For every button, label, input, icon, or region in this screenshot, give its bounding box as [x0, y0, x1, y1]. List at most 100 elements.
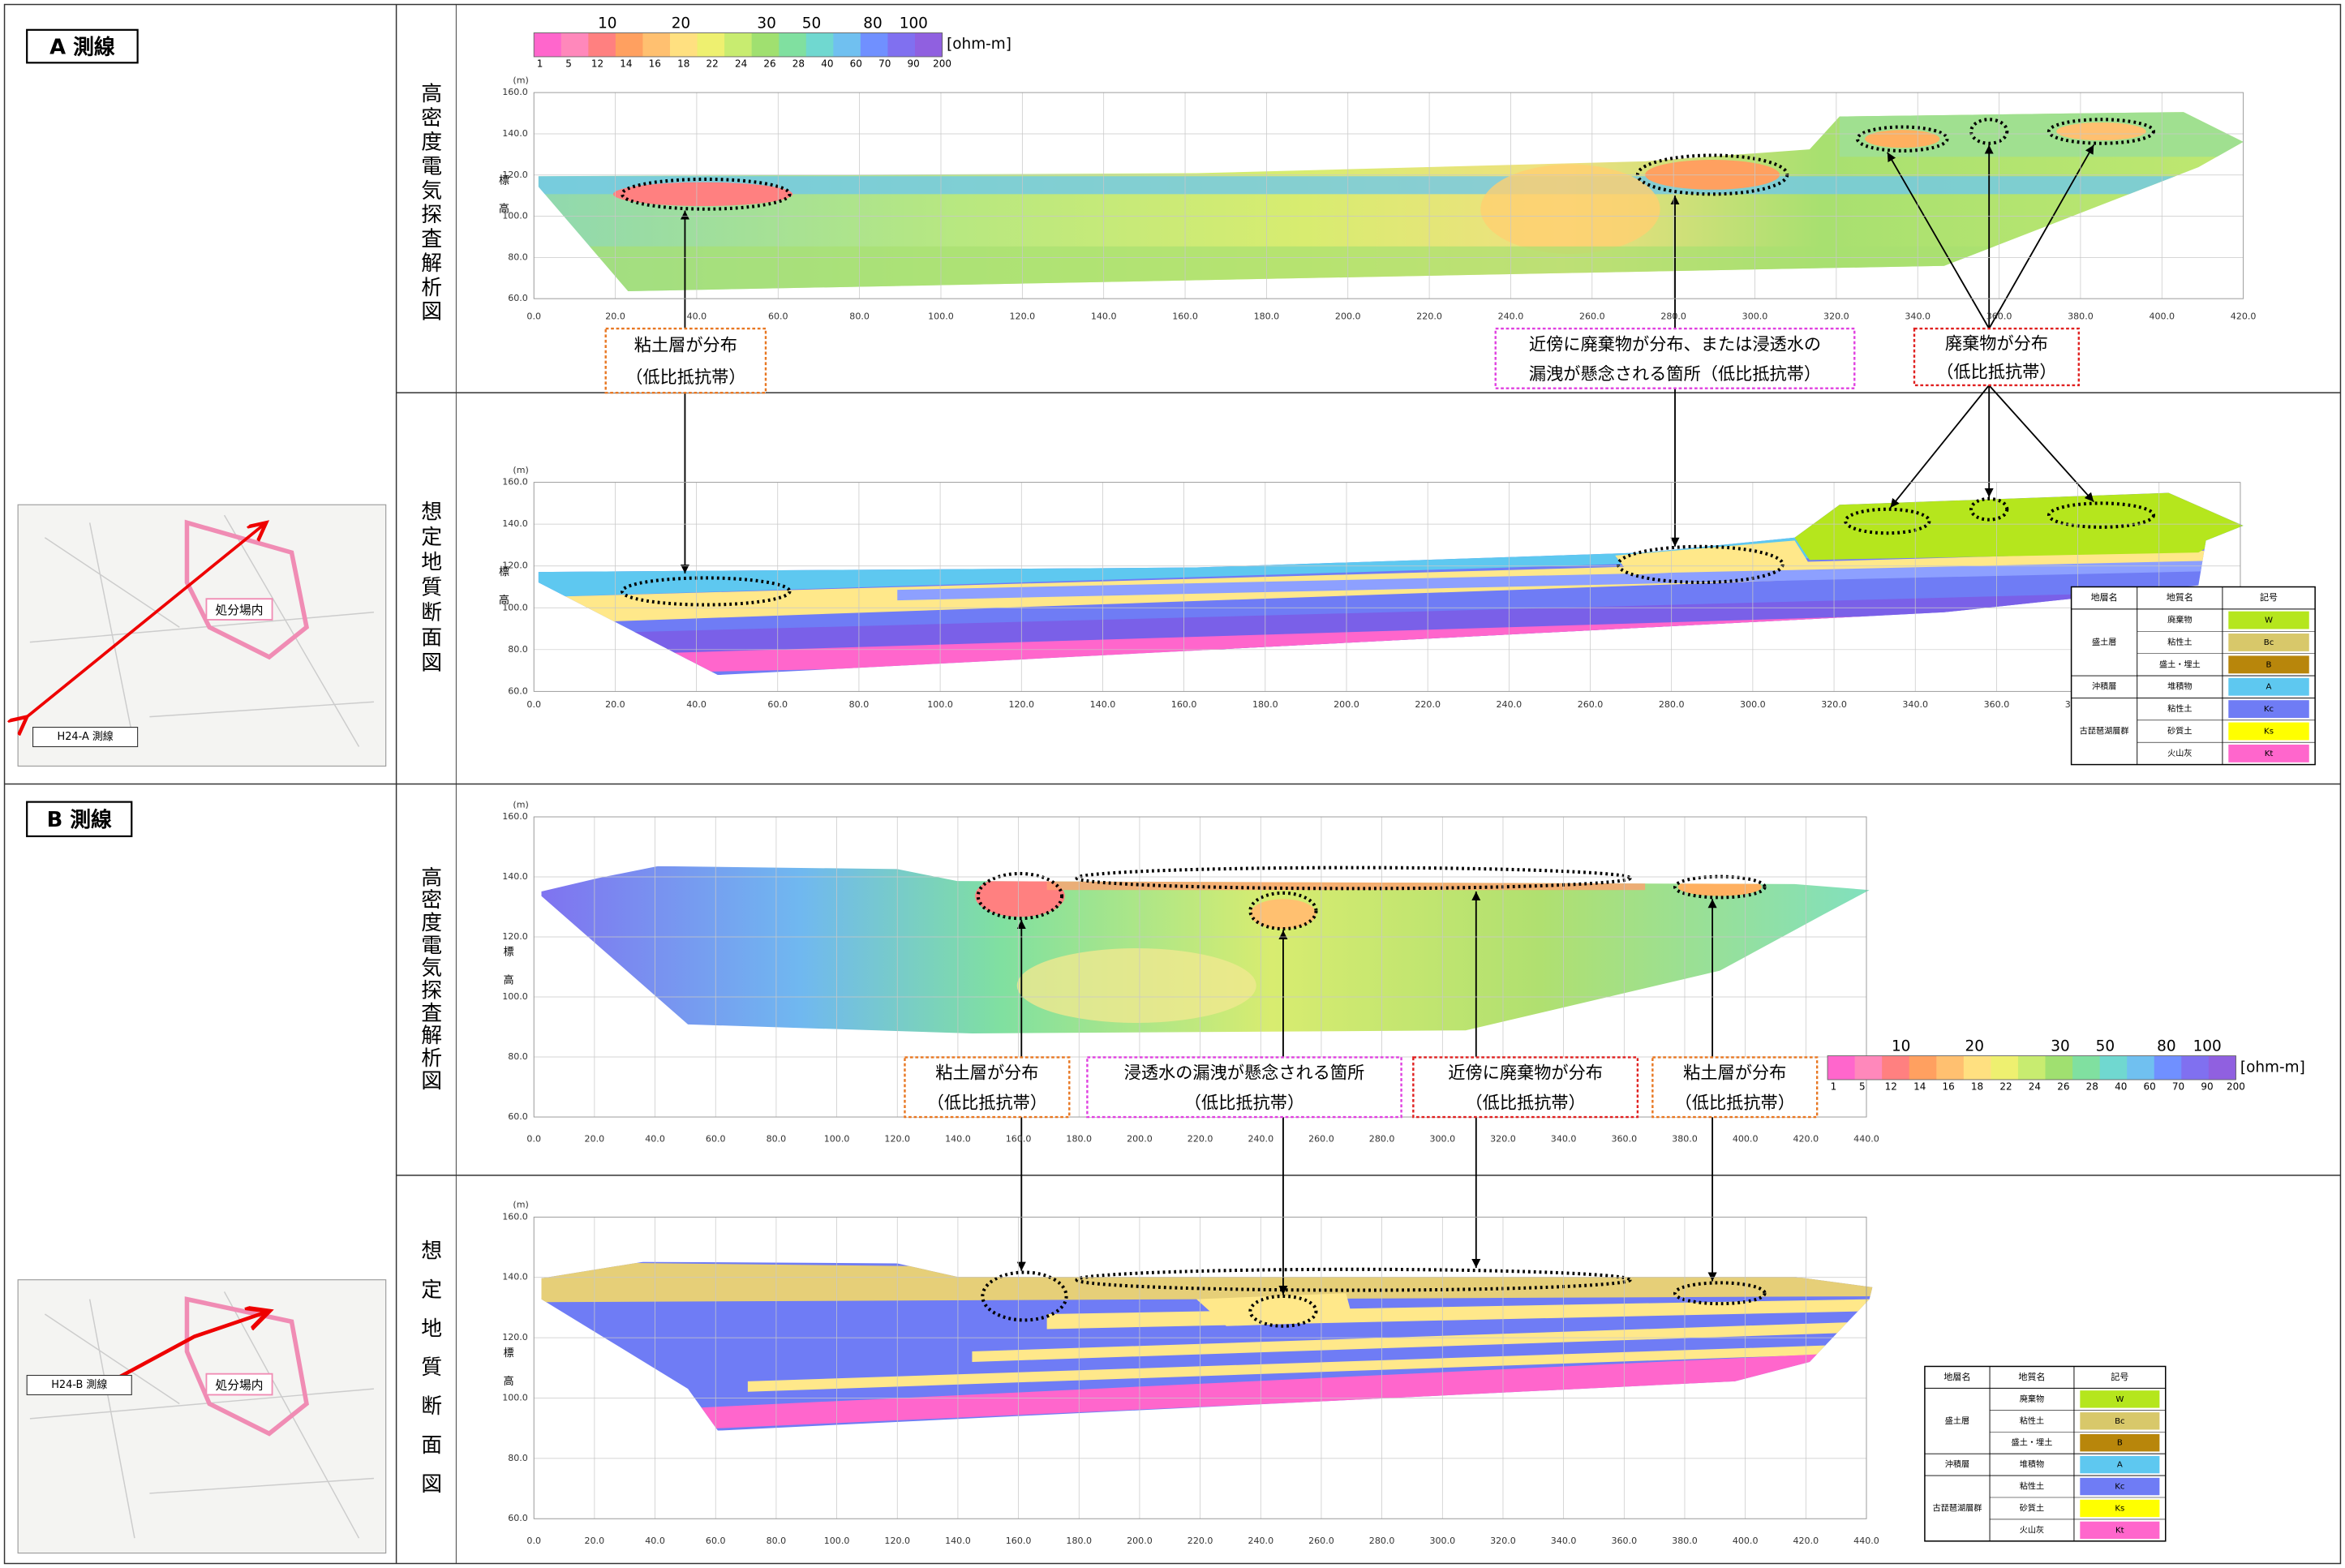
x-tick-label: 120.0	[884, 1134, 910, 1145]
colorbar-segment	[2045, 1055, 2073, 1080]
x-tick-label: 140.0	[1090, 699, 1116, 710]
x-tick-label: 60.0	[706, 1536, 726, 1546]
legend-swatch	[2080, 1390, 2160, 1408]
annotation-text: （低比抵抗帯）	[1184, 1092, 1304, 1112]
map-line-label: H24-A 測線	[58, 730, 114, 743]
legend-swatch	[2228, 677, 2309, 696]
colorbar-bottom-label: 28	[792, 58, 805, 70]
colorbar-bottom-label: 22	[1999, 1081, 2012, 1093]
colorbar-segment	[588, 32, 616, 57]
colorbar-bottom-label: 5	[565, 58, 572, 70]
legend-code: B	[2117, 1439, 2123, 1448]
x-tick-label: 20.0	[585, 1536, 605, 1546]
annotation-box	[1412, 1056, 1639, 1119]
x-tick-label: 0.0	[526, 311, 541, 321]
annotation-box	[904, 1056, 1071, 1119]
colorbar-segment	[560, 32, 589, 57]
x-tick-label: 180.0	[1254, 311, 1280, 321]
colorbar-top-label: 100	[900, 15, 928, 32]
colorbar-segment	[2127, 1055, 2155, 1080]
legend-code: Kc	[2264, 705, 2274, 714]
colorbar-segment	[1854, 1055, 1883, 1080]
legend-name: 粘性土	[2020, 1415, 2044, 1426]
colorbar-top-label: 100	[2193, 1038, 2222, 1055]
colorbar-top-label: 20	[1965, 1038, 1984, 1055]
x-tick-label: 380.0	[1672, 1134, 1698, 1145]
x-tick-label: 420.0	[2231, 311, 2257, 321]
x-tick-label: 360.0	[1986, 311, 2012, 321]
x-tick-label: 320.0	[1490, 1134, 1516, 1145]
legend-header: 地層名	[1943, 1371, 1970, 1382]
x-tick-label: 260.0	[1579, 311, 1605, 321]
y-tick-label: 120.0	[502, 170, 528, 180]
annotation-text: 漏洩が懸念される箇所（低比抵抗帯）	[1529, 363, 1821, 384]
legend-code: Kc	[2115, 1483, 2124, 1492]
x-tick-label: 380.0	[1672, 1536, 1698, 1546]
colorbar-segment	[833, 32, 861, 57]
x-tick-label: 340.0	[1551, 1536, 1577, 1546]
x-tick-label: 200.0	[1127, 1536, 1153, 1546]
annotation-text: （低比抵抗帯）	[1465, 1092, 1585, 1112]
y-tick-label: 120.0	[502, 1332, 528, 1342]
y-axis-label: 標高	[496, 566, 509, 623]
legend-code: A	[2266, 683, 2272, 692]
annotation-text: （低比抵抗帯）	[1675, 1092, 1795, 1112]
y-tick-label: 160.0	[502, 811, 528, 822]
y-tick-label: 80.0	[508, 644, 528, 655]
geology-section	[538, 492, 2244, 676]
x-tick-label: 300.0	[1740, 699, 1766, 710]
x-tick-label: 280.0	[1369, 1536, 1395, 1546]
legend-name: 廃棄物	[2167, 615, 2192, 625]
annotation-text: 近傍に廃棄物が分布、または浸透水の	[1529, 333, 1821, 354]
legend-group: 盛土層	[2092, 637, 2116, 647]
legend-name: 砂質土	[2020, 1502, 2044, 1513]
colorbar-top-label: 80	[2157, 1038, 2175, 1055]
plot-frame	[533, 92, 2244, 299]
colorbar-segment	[805, 32, 834, 57]
legend-swatch	[2080, 1521, 2160, 1540]
section-label-box	[26, 28, 139, 64]
legend-code: Ks	[2115, 1504, 2124, 1513]
colorbar-segment	[670, 32, 698, 57]
colorbar-bottom-label: 24	[2029, 1081, 2041, 1093]
x-tick-label: 120.0	[884, 1536, 910, 1546]
legend-swatch	[2228, 611, 2309, 629]
x-tick-label: 20.0	[585, 1134, 605, 1145]
x-tick-label: 420.0	[1793, 1536, 1819, 1546]
colorbar-frame	[533, 32, 943, 58]
legend-code: Bc	[2264, 638, 2274, 647]
y-tick-label: 120.0	[502, 931, 528, 942]
legend-code: Kt	[2265, 750, 2274, 758]
legend-name: 盛土・埋土	[2159, 659, 2201, 669]
x-tick-label: 220.0	[1415, 699, 1441, 710]
x-tick-label: 260.0	[1308, 1134, 1334, 1145]
y-unit: (m)	[513, 1200, 528, 1210]
x-tick-label: 0.0	[526, 699, 541, 710]
colorbar-bottom-label: 40	[821, 58, 833, 70]
x-tick-label: 60.0	[768, 311, 788, 321]
colorbar-top-label: 30	[2051, 1038, 2069, 1055]
colorbar-bottom-label: 70	[2172, 1081, 2184, 1093]
x-tick-label: 360.0	[1984, 699, 2010, 710]
colorbar-bottom-label: 14	[1913, 1081, 1926, 1093]
colorbar-segment	[1963, 1055, 1991, 1080]
x-tick-label: 440.0	[1853, 1536, 1879, 1546]
y-tick-label: 80.0	[508, 1453, 528, 1463]
x-tick-label: 440.0	[1853, 1134, 1879, 1145]
colorbar-top-label: 50	[2096, 1038, 2115, 1055]
legend-swatch	[2228, 722, 2309, 741]
annotation-box	[1913, 327, 2081, 387]
x-tick-label: 140.0	[945, 1134, 971, 1145]
y-tick-label: 80.0	[508, 251, 528, 262]
legend-code: W	[2115, 1395, 2124, 1404]
colorbar-bottom-label: 5	[1859, 1081, 1866, 1093]
x-tick-label: 220.0	[1416, 311, 1442, 321]
annotation-text: （低比抵抗帯）	[1936, 361, 2056, 381]
map-line-label: H24-B 測線	[51, 1378, 107, 1391]
highlight-ellipses	[620, 118, 2156, 1328]
colorbar-bottom-label: 70	[878, 58, 891, 70]
x-tick-label: 340.0	[1551, 1134, 1577, 1145]
panel-title: 高密度電気探査解析図	[418, 866, 442, 1091]
colorbar-bottom-label: 16	[649, 58, 661, 70]
x-tick-label: 340.0	[1902, 699, 1928, 710]
